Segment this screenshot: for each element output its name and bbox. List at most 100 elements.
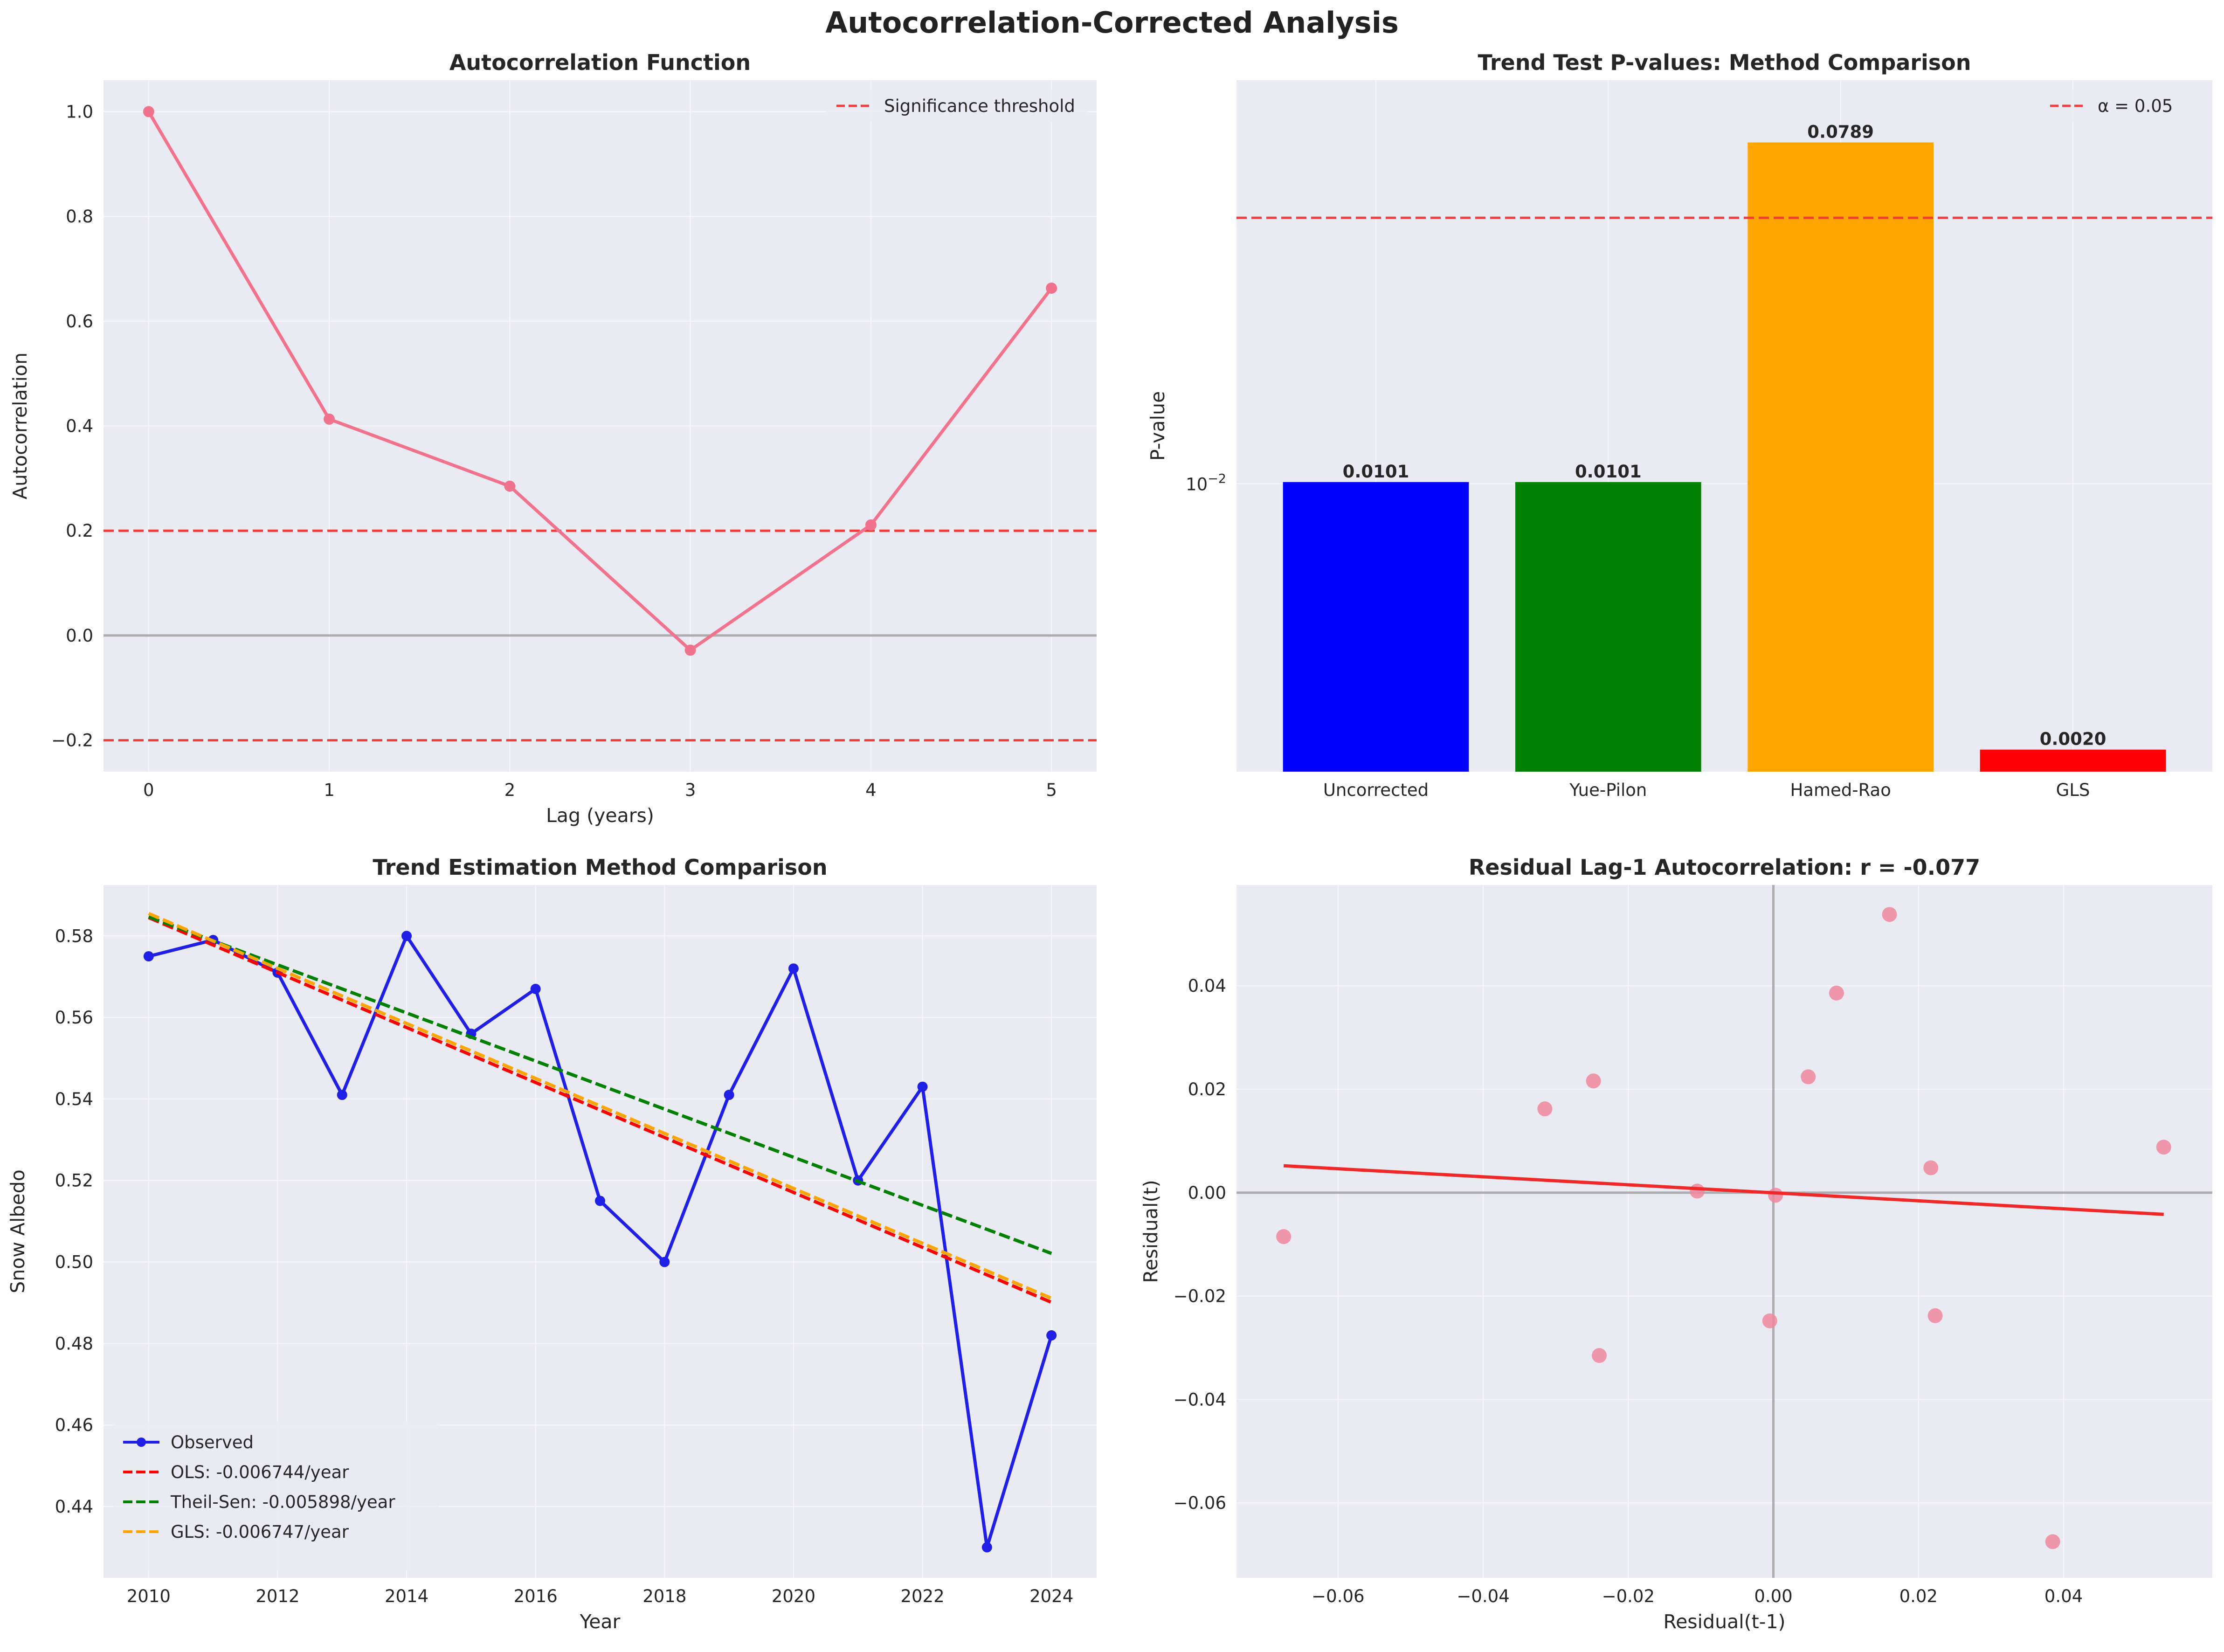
observed-point <box>917 1081 928 1092</box>
y-tick-label: 0.44 <box>55 1497 93 1517</box>
y-axis-label: Autocorrelation <box>9 353 31 499</box>
scatter-point <box>1927 1308 1943 1323</box>
trend-line <box>148 916 1052 1304</box>
trend-line <box>148 915 1052 1255</box>
legend-label: GLS: -0.006747/year <box>171 1522 349 1542</box>
y-tick-label: 0.52 <box>55 1171 93 1191</box>
panel-3: Trend Estimation Method Comparison 2010 20… <box>7 855 1097 1633</box>
scatter-point <box>2156 1140 2171 1155</box>
y-axis-label: P-value <box>1147 391 1169 461</box>
acf-point <box>143 106 154 118</box>
y-tick-label: 0.0 <box>66 626 93 646</box>
figure-title: Autocorrelation-Corrected Analysis <box>825 6 1399 40</box>
panel-title: Trend Test P-values: Method Comparison <box>1478 50 1971 75</box>
observed-point <box>788 963 799 974</box>
observed-point <box>724 1090 734 1100</box>
x-axis-label: Residual(t-1) <box>1663 1611 1785 1633</box>
legend-box <box>113 1422 439 1571</box>
x-tick-label: 5 <box>1046 780 1057 800</box>
y-tick-label: 0.58 <box>55 926 93 946</box>
plot-background <box>1236 885 2212 1578</box>
x-tick-label: 0.04 <box>2044 1586 2083 1606</box>
observed-point <box>659 1257 670 1267</box>
x-tick-label: 2014 <box>385 1586 428 1606</box>
y-tick-label: 0.6 <box>66 311 93 332</box>
scatter-point <box>1276 1229 1292 1244</box>
panel-title: Trend Estimation Method Comparison <box>373 855 827 880</box>
observed-point <box>530 983 541 994</box>
scatter-point <box>1768 1188 1783 1203</box>
x-axis-label: Lag (years) <box>546 804 654 827</box>
x-tick-label: 2020 <box>772 1586 815 1606</box>
scatter-point <box>1882 907 1897 922</box>
acf-point <box>684 644 696 656</box>
fit-line <box>1283 1164 2164 1216</box>
scatter-point <box>1592 1348 1607 1363</box>
y-tick-label: 0.02 <box>1188 1079 1226 1099</box>
scatter-point <box>1829 985 1844 1001</box>
y-tick-label: 0.56 <box>55 1008 93 1028</box>
x-tick-label: 2 <box>504 780 516 800</box>
scatter-point <box>1690 1183 1705 1199</box>
acf-point <box>324 413 335 425</box>
x-tick-label: 0.00 <box>1754 1586 1792 1606</box>
x-tick-label: 2022 <box>900 1586 944 1606</box>
bar <box>1747 142 1934 772</box>
x-tick-label: 2016 <box>514 1586 558 1606</box>
legend-label: Theil-Sen: -0.005898/year <box>170 1492 395 1512</box>
x-tick-label: Uncorrected <box>1323 780 1429 800</box>
acf-point <box>504 480 516 492</box>
bar-value-label: 0.0789 <box>1807 122 1874 142</box>
y-tick-label: 0.48 <box>55 1334 93 1354</box>
x-tick-label: −0.02 <box>1602 1586 1655 1606</box>
panel-2: Trend Test P-values: Method Comparison 10… <box>1147 50 2212 800</box>
y-tick-label: 0.00 <box>1188 1183 1226 1203</box>
trend-line <box>148 912 1052 1300</box>
bar-value-label: 0.0101 <box>1575 462 1642 482</box>
y-tick-label: 0.8 <box>66 207 93 227</box>
x-tick-label: Yue-Pilon <box>1569 780 1647 800</box>
x-tick-label: 1 <box>324 780 335 800</box>
y-tick-label: 10−2 <box>1186 471 1226 494</box>
legend-box <box>2040 90 2203 122</box>
x-tick-label: 4 <box>865 780 877 800</box>
bar <box>1980 749 2166 772</box>
x-tick-label: −0.04 <box>1457 1586 1509 1606</box>
x-tick-label: Hamed-Rao <box>1790 780 1891 800</box>
x-tick-label: 2018 <box>642 1586 686 1606</box>
scatter-point <box>1586 1073 1601 1089</box>
x-tick-label: 2012 <box>256 1586 299 1606</box>
y-tick-label: 0.54 <box>55 1089 93 1109</box>
acf-line <box>147 111 1053 652</box>
y-tick-label: −0.2 <box>51 731 93 751</box>
y-tick-label: 0.04 <box>1188 976 1226 996</box>
legend-label: α = 0.05 <box>2098 96 2173 116</box>
x-tick-label: 0.02 <box>1899 1586 1938 1606</box>
bar-value-label: 0.0020 <box>2040 729 2107 749</box>
x-tick-label: 2010 <box>127 1586 171 1606</box>
scatter-point <box>1537 1101 1553 1117</box>
observed-point <box>337 1090 347 1100</box>
panel-1: Autocorrelation Function 0 1 2 3 4 5 −0.2 0.0 0.2… <box>9 50 1097 827</box>
acf-point <box>1046 283 1057 294</box>
observed-point <box>401 931 412 941</box>
y-tick-label: −0.02 <box>1174 1286 1226 1306</box>
y-tick-label: 0.46 <box>55 1415 93 1435</box>
scatter-point <box>1762 1313 1777 1328</box>
x-tick-label: 2024 <box>1029 1586 1073 1606</box>
x-axis-label: Year <box>580 1611 621 1633</box>
acf-point <box>865 519 877 531</box>
observed-point <box>143 951 154 961</box>
observed-point <box>981 1542 992 1553</box>
x-tick-label: 3 <box>685 780 696 800</box>
observed-point <box>595 1196 605 1206</box>
y-tick-label: 1.0 <box>66 102 93 122</box>
legend-box <box>826 90 1087 122</box>
x-tick-label: 0 <box>143 780 154 800</box>
bar <box>1283 482 1469 772</box>
scatter-point <box>1923 1160 1939 1175</box>
y-tick-label: 0.50 <box>55 1252 93 1272</box>
bar-value-label: 0.0101 <box>1343 462 1409 482</box>
x-tick-label: GLS <box>2056 780 2090 800</box>
